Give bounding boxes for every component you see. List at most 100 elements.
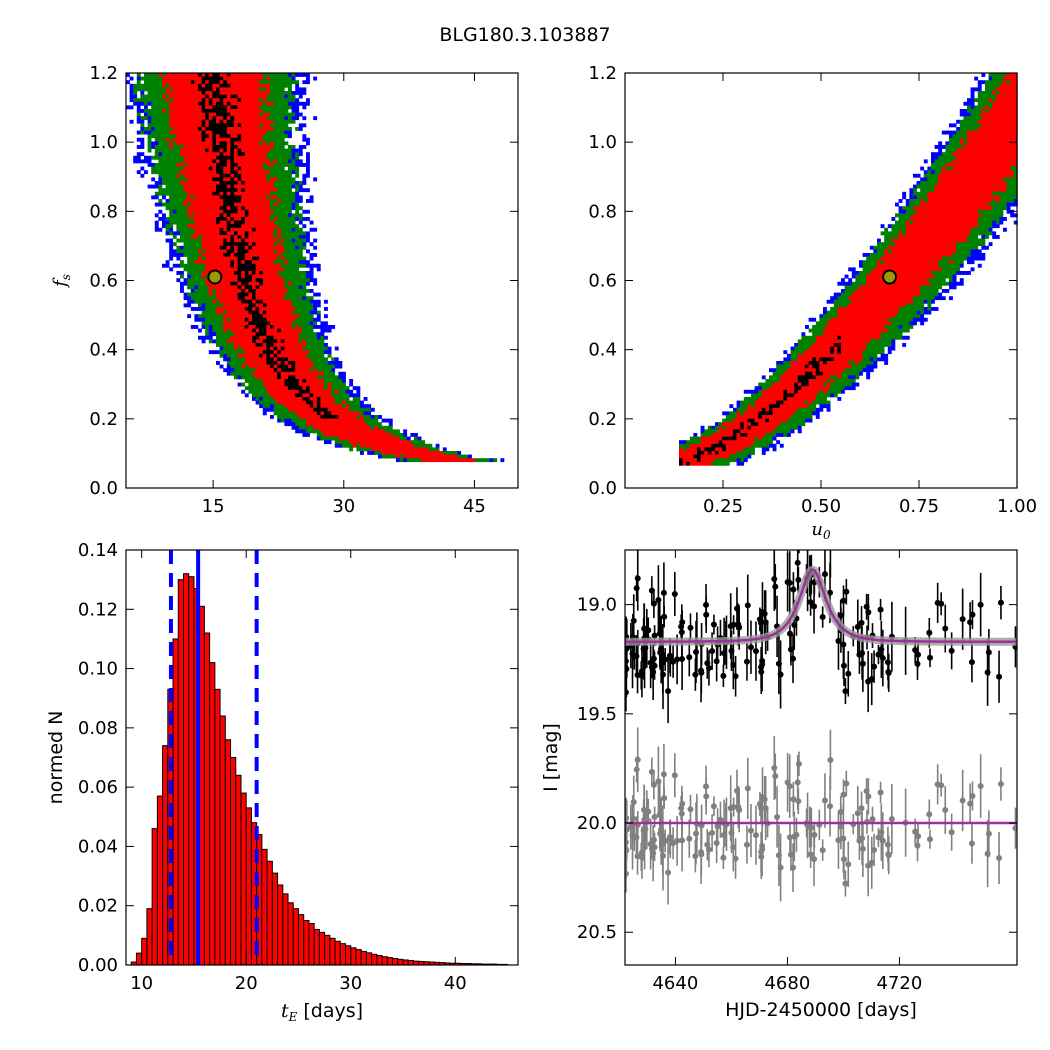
posterior-cell bbox=[270, 181, 274, 185]
posterior-cell bbox=[262, 134, 267, 139]
posterior-cell bbox=[172, 109, 177, 113]
posterior-cell bbox=[237, 235, 242, 239]
posterior-cell bbox=[302, 404, 307, 409]
posterior-cell bbox=[248, 335, 253, 340]
posterior-cell bbox=[162, 123, 166, 128]
posterior-cell bbox=[205, 278, 210, 283]
posterior-cell bbox=[136, 119, 141, 124]
posterior-cell bbox=[212, 249, 217, 254]
posterior-cell bbox=[729, 440, 734, 445]
posterior-cell bbox=[783, 382, 788, 387]
posterior-cell bbox=[259, 152, 264, 157]
posterior-cell bbox=[234, 299, 238, 304]
posterior-cell bbox=[754, 400, 759, 405]
posterior-cell bbox=[718, 440, 723, 445]
posterior-cell bbox=[356, 433, 361, 437]
posterior-cell bbox=[201, 325, 206, 329]
posterior-cell bbox=[244, 148, 249, 153]
posterior-cell bbox=[331, 364, 336, 369]
posterior-cell bbox=[266, 386, 271, 391]
posterior-cell bbox=[212, 292, 217, 297]
posterior-cell bbox=[769, 418, 773, 423]
posterior-cell bbox=[234, 278, 238, 283]
posterior-cell bbox=[183, 296, 188, 301]
posterior-cell bbox=[205, 213, 210, 218]
posterior-cell bbox=[761, 440, 766, 445]
posterior-cell bbox=[797, 343, 802, 347]
posterior-cell bbox=[284, 397, 289, 401]
posterior-cell bbox=[844, 314, 849, 319]
posterior-cell bbox=[848, 382, 853, 387]
posterior-cell bbox=[356, 425, 361, 430]
posterior-cell bbox=[291, 170, 296, 175]
posterior-cell bbox=[320, 436, 325, 441]
posterior-cell bbox=[338, 361, 343, 365]
posterior-cell bbox=[266, 303, 271, 308]
posterior-cell bbox=[812, 397, 817, 401]
posterior-cell bbox=[406, 440, 411, 445]
posterior-cell bbox=[273, 73, 278, 77]
posterior-cell bbox=[320, 346, 325, 351]
posterior-cell bbox=[190, 191, 195, 196]
posterior-cell bbox=[754, 407, 759, 412]
posterior-cell bbox=[288, 350, 292, 355]
posterior-cell bbox=[298, 364, 303, 369]
posterior-cell bbox=[176, 170, 181, 175]
posterior-cell bbox=[194, 181, 199, 185]
posterior-cell bbox=[295, 91, 300, 95]
posterior-cell bbox=[183, 209, 188, 214]
posterior-cell bbox=[302, 296, 307, 301]
posterior-cell bbox=[226, 235, 231, 239]
posterior-cell bbox=[262, 155, 267, 160]
posterior-cell bbox=[248, 220, 253, 225]
posterior-cell bbox=[295, 101, 300, 106]
posterior-cell bbox=[295, 195, 300, 200]
posterior-cell bbox=[327, 368, 332, 373]
posterior-cell bbox=[313, 227, 318, 232]
posterior-cell bbox=[158, 163, 163, 167]
posterior-cell bbox=[212, 332, 217, 337]
posterior-cell bbox=[172, 123, 177, 128]
posterior-cell bbox=[302, 181, 307, 185]
posterior-cell bbox=[700, 458, 705, 463]
posterior-cell bbox=[183, 213, 188, 218]
posterior-cell bbox=[302, 364, 307, 369]
posterior-cell bbox=[162, 202, 166, 207]
posterior-cell bbox=[374, 451, 379, 455]
posterior-cell bbox=[255, 80, 260, 85]
posterior-cell bbox=[776, 429, 781, 434]
posterior-cell bbox=[136, 130, 141, 135]
posterior-cell bbox=[801, 353, 806, 358]
posterior-cell bbox=[154, 123, 159, 128]
posterior-cell bbox=[316, 303, 321, 308]
posterior-cell bbox=[291, 112, 296, 117]
posterior-cell bbox=[288, 231, 292, 236]
posterior-cell bbox=[833, 325, 838, 329]
posterior-cell bbox=[270, 267, 274, 272]
posterior-cell bbox=[284, 159, 289, 164]
posterior-cell bbox=[266, 109, 271, 113]
posterior-cell bbox=[165, 80, 170, 85]
posterior-cell bbox=[700, 436, 705, 441]
posterior-cell bbox=[252, 80, 256, 85]
posterior-cell bbox=[259, 357, 264, 362]
posterior-cell bbox=[266, 159, 271, 164]
posterior-cell bbox=[230, 170, 235, 175]
posterior-cell bbox=[248, 80, 253, 85]
posterior-cell bbox=[248, 199, 253, 203]
posterior-cell bbox=[700, 433, 705, 437]
posterior-cell bbox=[176, 148, 181, 153]
posterior-cell bbox=[252, 98, 256, 103]
posterior-cell bbox=[295, 415, 300, 419]
posterior-cell bbox=[833, 321, 838, 326]
posterior-cell bbox=[183, 170, 188, 175]
posterior-cell bbox=[761, 443, 766, 448]
posterior-cell bbox=[381, 436, 386, 441]
posterior-cell bbox=[187, 220, 192, 225]
posterior-cell bbox=[338, 386, 343, 391]
posterior-cell bbox=[136, 116, 141, 121]
posterior-cell bbox=[244, 145, 249, 149]
posterior-cell bbox=[414, 443, 418, 448]
posterior-cell bbox=[230, 91, 235, 95]
posterior-cell bbox=[172, 94, 177, 99]
